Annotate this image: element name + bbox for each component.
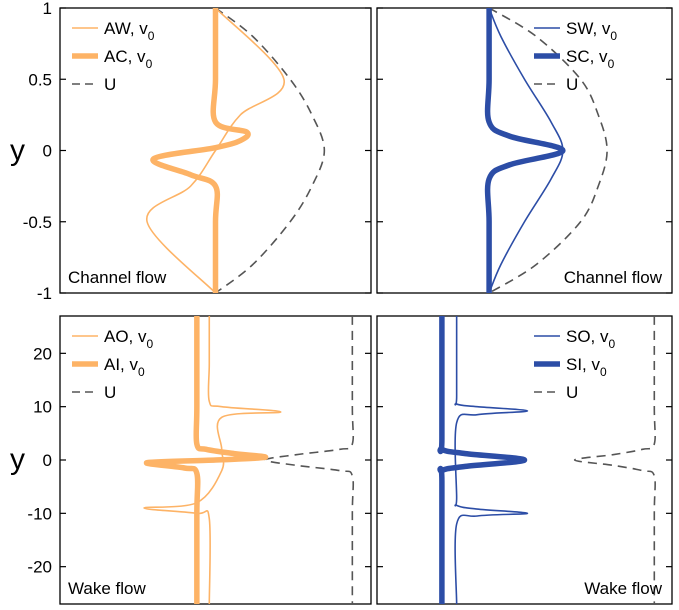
legend-label-main: AO, v (104, 327, 147, 346)
legend-label-main: AI, v (104, 355, 139, 374)
legend-label-subscript: 0 (600, 365, 607, 379)
y-tick-label: 0 (43, 142, 52, 161)
flow-label: Channel flow (68, 268, 167, 287)
y-tick-label: -10 (27, 504, 52, 523)
y-tick-label: 0.5 (28, 70, 52, 89)
legend-label-main: U (566, 383, 578, 402)
legend-label-main: AW, v (104, 19, 148, 38)
legend-label-main: AC, v (104, 47, 146, 66)
curves (146, 8, 326, 293)
series-line-ai-v0 (144, 316, 269, 604)
series-line-so-v0 (454, 316, 529, 604)
series-line-si-v0 (437, 316, 528, 604)
legend-label-subscript: 0 (609, 337, 616, 351)
series-line-u (264, 316, 355, 604)
legend-label-subscript: 0 (138, 365, 145, 379)
legend-label-main: U (566, 75, 578, 94)
legend-label-subscript: 0 (148, 29, 155, 43)
legend-label-main: SC, v (566, 47, 608, 66)
legend-label: U (566, 75, 578, 94)
legend-label-main: SO, v (566, 327, 609, 346)
y-tick-label: -1 (37, 284, 52, 303)
legend-label-main: U (104, 75, 116, 94)
legend-label-subscript: 0 (610, 29, 617, 43)
flow-label: Channel flow (564, 268, 663, 287)
y-axis-label-top: y (10, 134, 25, 167)
series-line-u (215, 8, 326, 293)
legend-label-main: SI, v (566, 355, 601, 374)
curves (437, 316, 656, 604)
y-tick-label: 10 (33, 398, 52, 417)
flow-label: Wake flow (584, 579, 663, 598)
panel-frame (376, 7, 673, 294)
series-line-sc-v0 (484, 8, 566, 293)
legend-label: U (104, 383, 116, 402)
curves (484, 8, 608, 293)
legend-label: U (104, 75, 116, 94)
legend-label: AC, v0 (104, 47, 153, 71)
legend-label: SW, v0 (566, 19, 617, 43)
y-tick-label: 0 (43, 451, 52, 470)
series-line-ac-v0 (150, 8, 251, 293)
legend-label: SC, v0 (566, 47, 615, 71)
legend-label: AO, v0 (104, 327, 154, 351)
series-line-u (573, 316, 656, 604)
curves (143, 316, 355, 604)
legend-label-subscript: 0 (608, 57, 615, 71)
legend-label: AI, v0 (104, 355, 145, 379)
legend-label-main: SW, v (566, 19, 611, 38)
y-tick-label: -20 (27, 558, 52, 577)
flow-label: Wake flow (68, 579, 147, 598)
legend-label: U (566, 383, 578, 402)
legend-label-main: U (104, 383, 116, 402)
legend-label-subscript: 0 (146, 57, 153, 71)
y-axis-label-bottom: y (10, 443, 25, 476)
series-line-sw-v0 (488, 8, 564, 293)
y-tick-label: 1 (43, 0, 52, 18)
legend-label-subscript: 0 (147, 337, 154, 351)
legend-label: AW, v0 (104, 19, 155, 43)
legend-label: SI, v0 (566, 355, 607, 379)
legend-label: SO, v0 (566, 327, 616, 351)
series-line-aw-v0 (146, 8, 285, 293)
y-tick-label: -0.5 (23, 213, 52, 232)
y-tick-label: 20 (33, 344, 52, 363)
